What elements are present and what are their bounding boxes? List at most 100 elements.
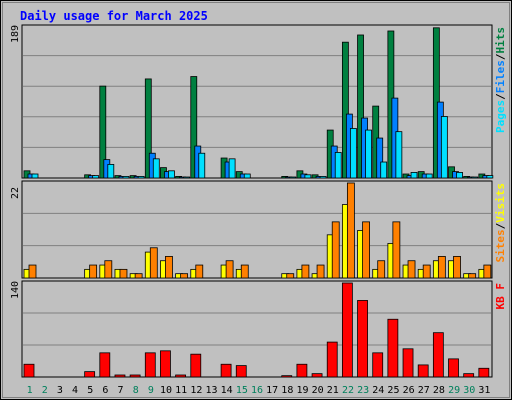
- bar: [331, 221, 340, 279]
- legend: Sites/Visits: [494, 183, 507, 263]
- bar: [311, 373, 323, 378]
- bar: [425, 173, 433, 179]
- x-tick-label: 30: [463, 385, 475, 396]
- x-tick-label: 24: [372, 385, 384, 396]
- bar: [107, 164, 115, 179]
- bar: [104, 260, 113, 279]
- bar: [243, 173, 251, 179]
- bar: [289, 176, 297, 179]
- bar: [144, 78, 152, 179]
- legend-entry: Files: [494, 60, 507, 93]
- bar: [114, 374, 126, 378]
- bar: [341, 282, 353, 378]
- bar: [84, 371, 96, 378]
- x-tick-label: 31: [478, 385, 490, 396]
- panel-frame: [21, 280, 493, 378]
- bar: [304, 174, 312, 179]
- x-tick-label: 25: [387, 385, 399, 396]
- bar: [122, 176, 130, 179]
- series-pages: [31, 116, 494, 179]
- bar: [195, 264, 204, 279]
- bar: [483, 264, 492, 279]
- x-tick-label: 16: [251, 385, 263, 396]
- panel-kbytes: 140 KB F: [10, 280, 507, 378]
- bar: [377, 260, 386, 279]
- legend-separator: /: [494, 53, 507, 60]
- bar: [448, 358, 459, 378]
- bar: [357, 300, 368, 378]
- bar: [346, 182, 355, 279]
- legend-entry: Pages: [494, 100, 507, 133]
- x-tick-label: 23: [357, 385, 369, 396]
- legend-entry: Visits: [494, 183, 507, 223]
- x-tick-label: 17: [266, 385, 278, 396]
- x-tick-label: 6: [102, 385, 108, 396]
- bar: [463, 373, 475, 378]
- x-tick-label: 22: [342, 385, 354, 396]
- bar: [144, 352, 156, 378]
- series-kb-f: [23, 282, 490, 378]
- bar: [453, 256, 461, 279]
- bar: [281, 375, 293, 378]
- bar: [395, 131, 403, 179]
- bar: [432, 332, 444, 378]
- x-tick-label: 4: [72, 385, 78, 396]
- bar: [468, 273, 477, 279]
- panel-visits-sites: 22 Sites/Visits: [10, 180, 507, 279]
- bar: [407, 260, 416, 279]
- bar: [301, 264, 310, 279]
- bar: [89, 264, 98, 279]
- bar: [286, 273, 295, 279]
- x-tick-label: 10: [160, 385, 172, 396]
- bar: [183, 176, 191, 179]
- x-tick-label: 8: [133, 385, 139, 396]
- x-tick-label: 7: [118, 385, 124, 396]
- bar: [92, 175, 100, 179]
- bar: [235, 365, 247, 378]
- legend-entry: Hits: [494, 27, 507, 54]
- bar: [137, 176, 145, 179]
- bar: [341, 41, 349, 179]
- legend-entry: Sites: [494, 229, 507, 262]
- bar: [471, 176, 479, 179]
- x-tick-label: 1: [27, 385, 33, 396]
- x-tick-label: 19: [296, 385, 308, 396]
- bar: [228, 158, 236, 179]
- bar: [149, 247, 158, 279]
- x-tick-label: 21: [327, 385, 339, 396]
- x-tick-label: 15: [236, 385, 248, 396]
- bar: [357, 34, 364, 179]
- legend: Pages/Files/Hits: [494, 27, 507, 133]
- legend: KB F: [494, 283, 507, 310]
- x-tick-label: 9: [148, 385, 154, 396]
- bar: [316, 264, 325, 279]
- bar: [440, 116, 448, 179]
- bar: [486, 175, 494, 179]
- x-tick-label: 18: [281, 385, 293, 396]
- legend-separator: /: [494, 93, 507, 100]
- x-tick-label: 3: [57, 385, 63, 396]
- bar: [326, 341, 338, 378]
- bar: [134, 273, 143, 279]
- x-tick-label: 11: [175, 385, 187, 396]
- bar: [372, 352, 384, 378]
- bar: [437, 256, 446, 279]
- bar: [365, 129, 372, 179]
- x-tick-label: 14: [221, 385, 233, 396]
- y-max-label: 22: [10, 187, 21, 199]
- y-max-label: 189: [10, 25, 21, 43]
- bar: [99, 352, 111, 378]
- bar: [190, 76, 198, 179]
- bar: [240, 264, 249, 279]
- bar: [380, 161, 388, 179]
- bar: [220, 363, 232, 378]
- bar: [456, 172, 463, 179]
- bar: [180, 273, 189, 279]
- x-tick-label: 27: [418, 385, 430, 396]
- legend-separator: /: [494, 222, 507, 229]
- bar: [28, 264, 37, 279]
- x-tick-label: 20: [312, 385, 324, 396]
